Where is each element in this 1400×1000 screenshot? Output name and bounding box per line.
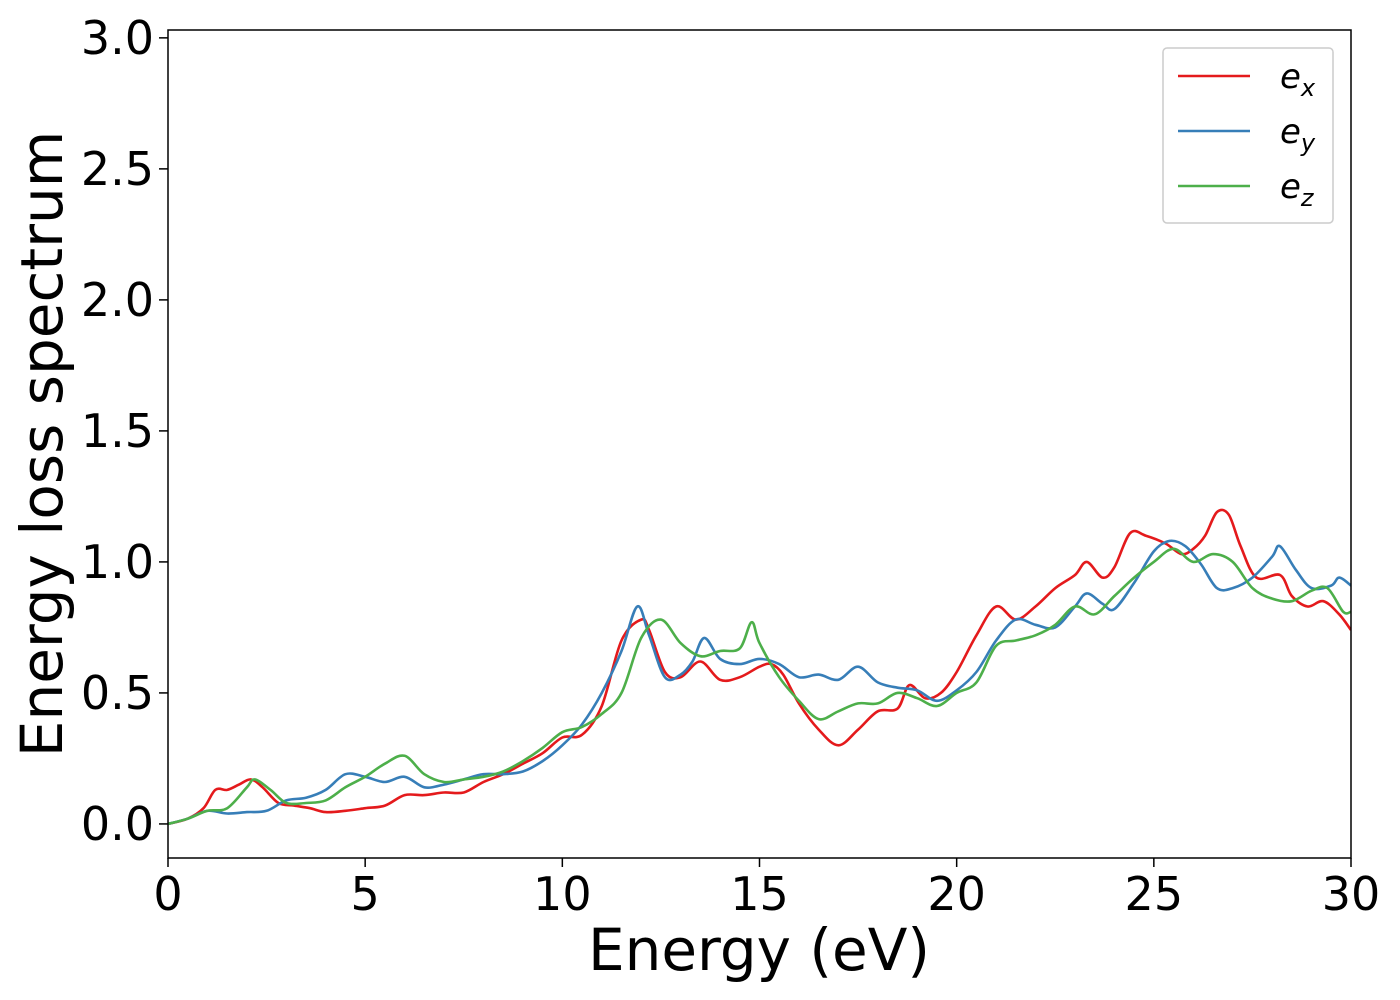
legend: ex ey ez: [1162, 47, 1334, 224]
y-axis-label: Energy loss spectrum: [8, 131, 76, 757]
y-tick-label: 1.0: [81, 535, 154, 589]
legend-label-ez: ez: [1280, 167, 1315, 212]
x-tick-label: 30: [1322, 867, 1381, 921]
y-axis: 0.0 0.5 1.0 1.5 2.0 2.5 3.0: [81, 11, 168, 851]
x-tick-label: 5: [351, 867, 380, 921]
x-axis: 0 5 10 15 20 25 30: [153, 858, 1380, 921]
x-tick-label: 15: [730, 867, 789, 921]
x-tick-label: 10: [533, 867, 592, 921]
y-tick-label: 2.5: [81, 142, 154, 196]
x-axis-label: Energy (eV): [588, 916, 930, 984]
series-line-ex: [168, 508, 1351, 826]
y-tick-label: 1.5: [81, 404, 154, 458]
legend-label-ey: ey: [1280, 112, 1316, 157]
y-tick-label: 0.5: [81, 666, 154, 720]
x-tick-label: 0: [153, 867, 182, 921]
x-tick-label: 20: [927, 867, 986, 921]
series-layer: [168, 508, 1351, 826]
series-line-ey: [168, 539, 1351, 826]
y-tick-label: 3.0: [81, 11, 154, 65]
series-line-ez: [168, 547, 1351, 826]
y-tick-label: 0.0: [81, 797, 154, 851]
legend-frame: [1162, 47, 1334, 224]
legend-label-ex: ex: [1280, 57, 1316, 102]
x-tick-label: 25: [1125, 867, 1184, 921]
y-tick-label: 2.0: [81, 273, 154, 327]
